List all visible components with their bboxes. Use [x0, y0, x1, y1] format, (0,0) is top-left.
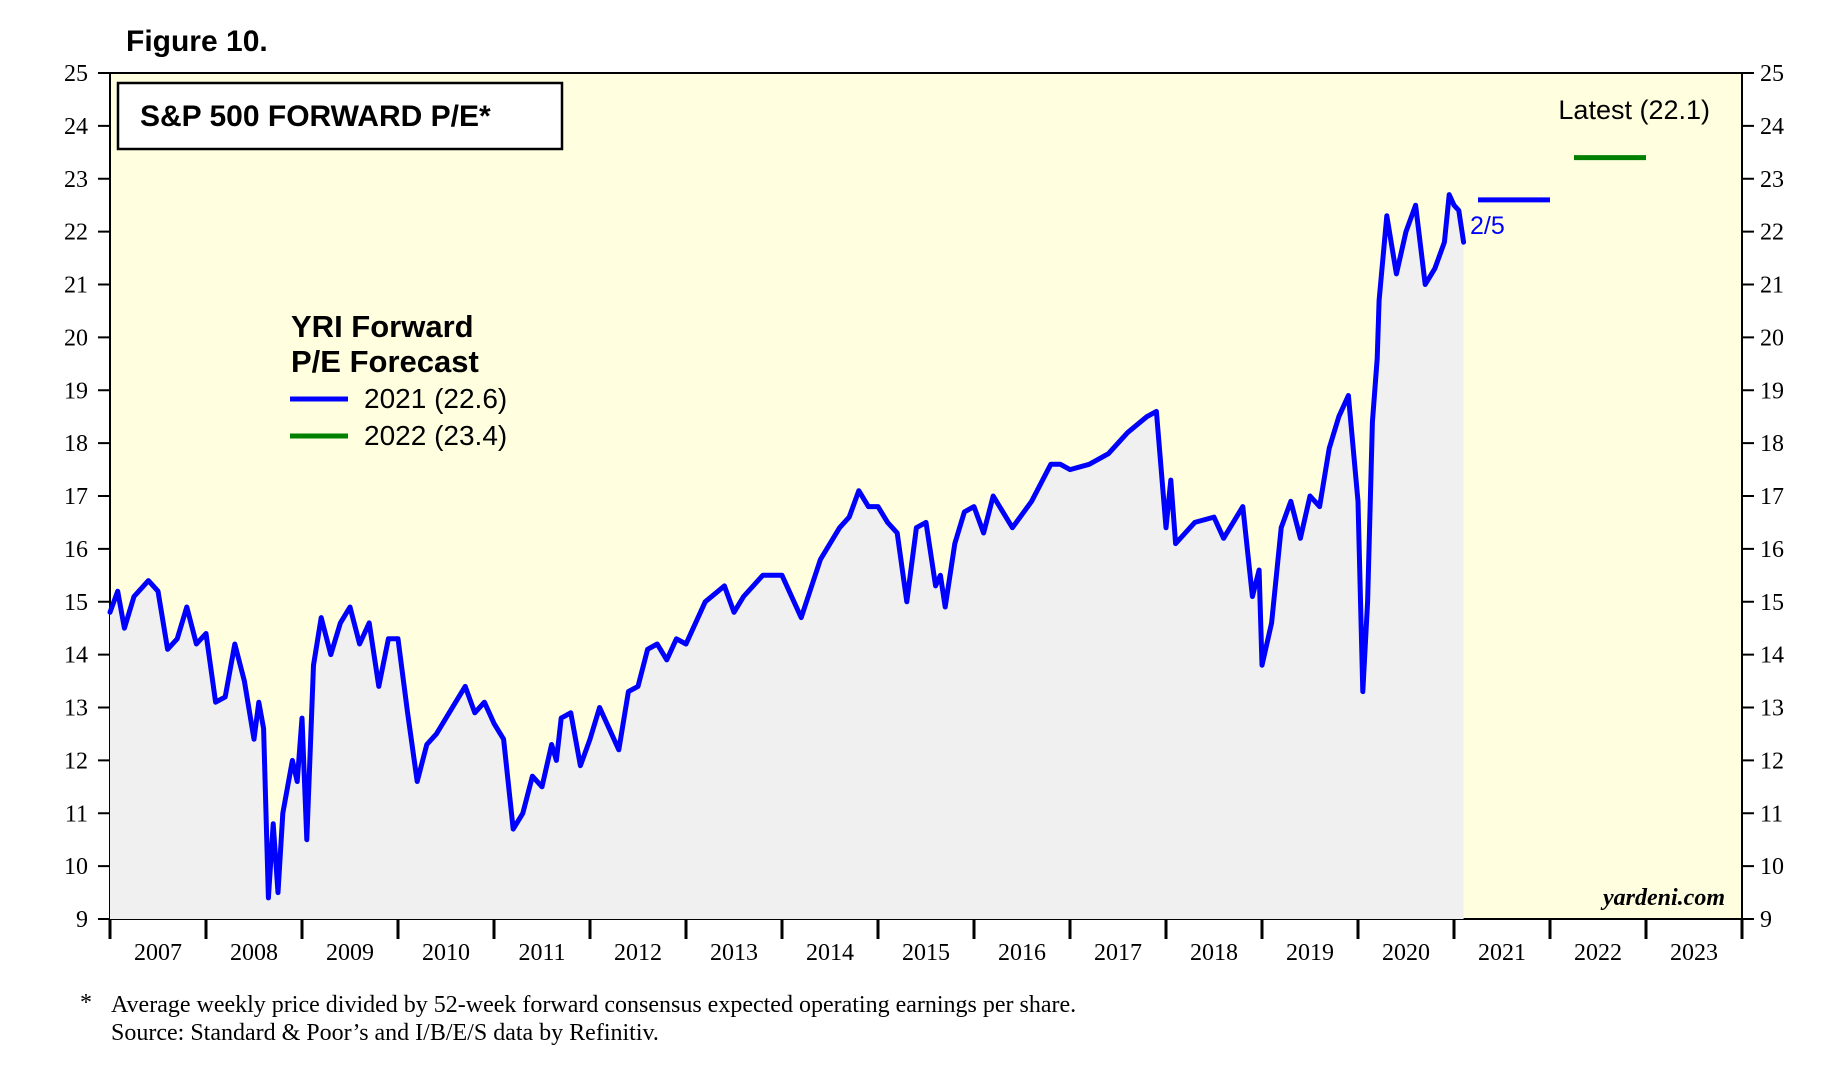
y-tick-label-left: 14: [64, 643, 88, 669]
y-tick-label-left: 13: [64, 696, 88, 722]
y-axis-left: 9 10 11 12 13 14 15 16 17 18 19 20 21 22 23 24 25: [64, 61, 110, 933]
y-tick-label-right: 14: [1760, 643, 1784, 669]
x-tick-label: 2020: [1382, 940, 1430, 966]
y-tick-label-left: 25: [64, 61, 88, 87]
history-area: [110, 194, 1464, 920]
y-tick-label-right: 20: [1760, 325, 1784, 351]
y-tick-label-right: 17: [1760, 484, 1784, 510]
y-tick-label-left: 11: [65, 801, 88, 827]
x-tick-label: 2007: [134, 940, 182, 966]
y-tick-label-left: 17: [64, 484, 88, 510]
y-tick-label-right: 18: [1760, 431, 1784, 457]
y-tick-label-right: 21: [1760, 273, 1784, 299]
y-tick-label-right: 16: [1760, 537, 1784, 563]
y-tick-label-left: 18: [64, 431, 88, 457]
legend: YRI Forward P/E Forecast 2021 (22.6) 202…: [290, 309, 507, 451]
y-tick-label-right: 25: [1760, 61, 1784, 87]
x-tick-label: 2023: [1670, 940, 1718, 966]
y-tick-label-right: 19: [1760, 378, 1784, 404]
y-axis-right: 9 10 11 12 13 14 15 16 17 18 19 20 21 22 23 24 25: [1742, 61, 1784, 933]
watermark: yardeni.com: [1600, 885, 1725, 911]
y-tick-label-left: 20: [64, 325, 88, 351]
forecast-lines: [1478, 155, 1646, 203]
legend-label-2021: 2021 (22.6): [364, 383, 507, 414]
x-tick-label: 2017: [1094, 940, 1142, 966]
y-tick-label-right: 15: [1760, 590, 1784, 616]
x-axis: 2007 2008 2009 2010 2011 2012 2013 2014 2015 2016…: [108, 919, 1744, 966]
date-marker-label: 2/5: [1470, 212, 1505, 240]
legend-label-2022: 2022 (23.4): [364, 420, 507, 451]
x-tick-label: 2021: [1478, 940, 1526, 966]
y-tick-label-left: 9: [76, 907, 88, 933]
y-tick-label-right: 12: [1760, 748, 1784, 774]
figure-label: Figure 10.: [126, 25, 268, 58]
y-tick-label-left: 21: [64, 273, 88, 299]
y-tick-label-right: 22: [1760, 220, 1784, 246]
x-tick-label: 2010: [422, 940, 470, 966]
footnote-line1: Average weekly price divided by 52-week …: [111, 992, 1076, 1018]
x-tick-label: 2012: [614, 940, 662, 966]
y-tick-label-left: 24: [64, 114, 88, 140]
y-tick-label-left: 12: [64, 748, 88, 774]
y-tick-label-right: 13: [1760, 696, 1784, 722]
y-tick-label-left: 22: [64, 220, 88, 246]
chart-title: S&P 500 FORWARD P/E*: [140, 100, 491, 133]
footnote: * Average weekly price divided by 52-wee…: [80, 990, 1076, 1046]
y-tick-label-right: 24: [1760, 114, 1784, 140]
y-tick-label-right: 23: [1760, 167, 1784, 193]
x-tick-label: 2009: [326, 940, 374, 966]
title-box: [116, 81, 564, 151]
y-tick-label-left: 10: [64, 854, 88, 880]
x-tick-label: 2015: [902, 940, 950, 966]
y-tick-label-left: 19: [64, 378, 88, 404]
x-tick-label: 2022: [1574, 940, 1622, 966]
x-tick-label: 2019: [1286, 940, 1334, 966]
legend-title-line2: P/E Forecast: [291, 344, 479, 379]
latest-label: Latest (22.1): [1558, 95, 1710, 125]
y-tick-label-left: 16: [64, 537, 88, 563]
x-tick-label: 2014: [806, 940, 854, 966]
footnote-star: *: [80, 990, 92, 1016]
y-tick-label-right: 9: [1760, 907, 1772, 933]
y-tick-label-left: 23: [64, 167, 88, 193]
footnote-line2: Source: Standard & Poor’s and I/B/E/S da…: [111, 1020, 659, 1046]
x-tick-label: 2011: [518, 940, 565, 966]
y-tick-label-left: 15: [64, 590, 88, 616]
x-tick-label: 2018: [1190, 940, 1238, 966]
legend-title-line1: YRI Forward: [291, 309, 474, 344]
x-tick-label: 2013: [710, 940, 758, 966]
x-tick-label: 2008: [230, 940, 278, 966]
y-tick-label-right: 10: [1760, 854, 1784, 880]
y-tick-label-right: 11: [1760, 801, 1783, 827]
pe-series-line: [107, 192, 1467, 901]
x-tick-label: 2016: [998, 940, 1046, 966]
